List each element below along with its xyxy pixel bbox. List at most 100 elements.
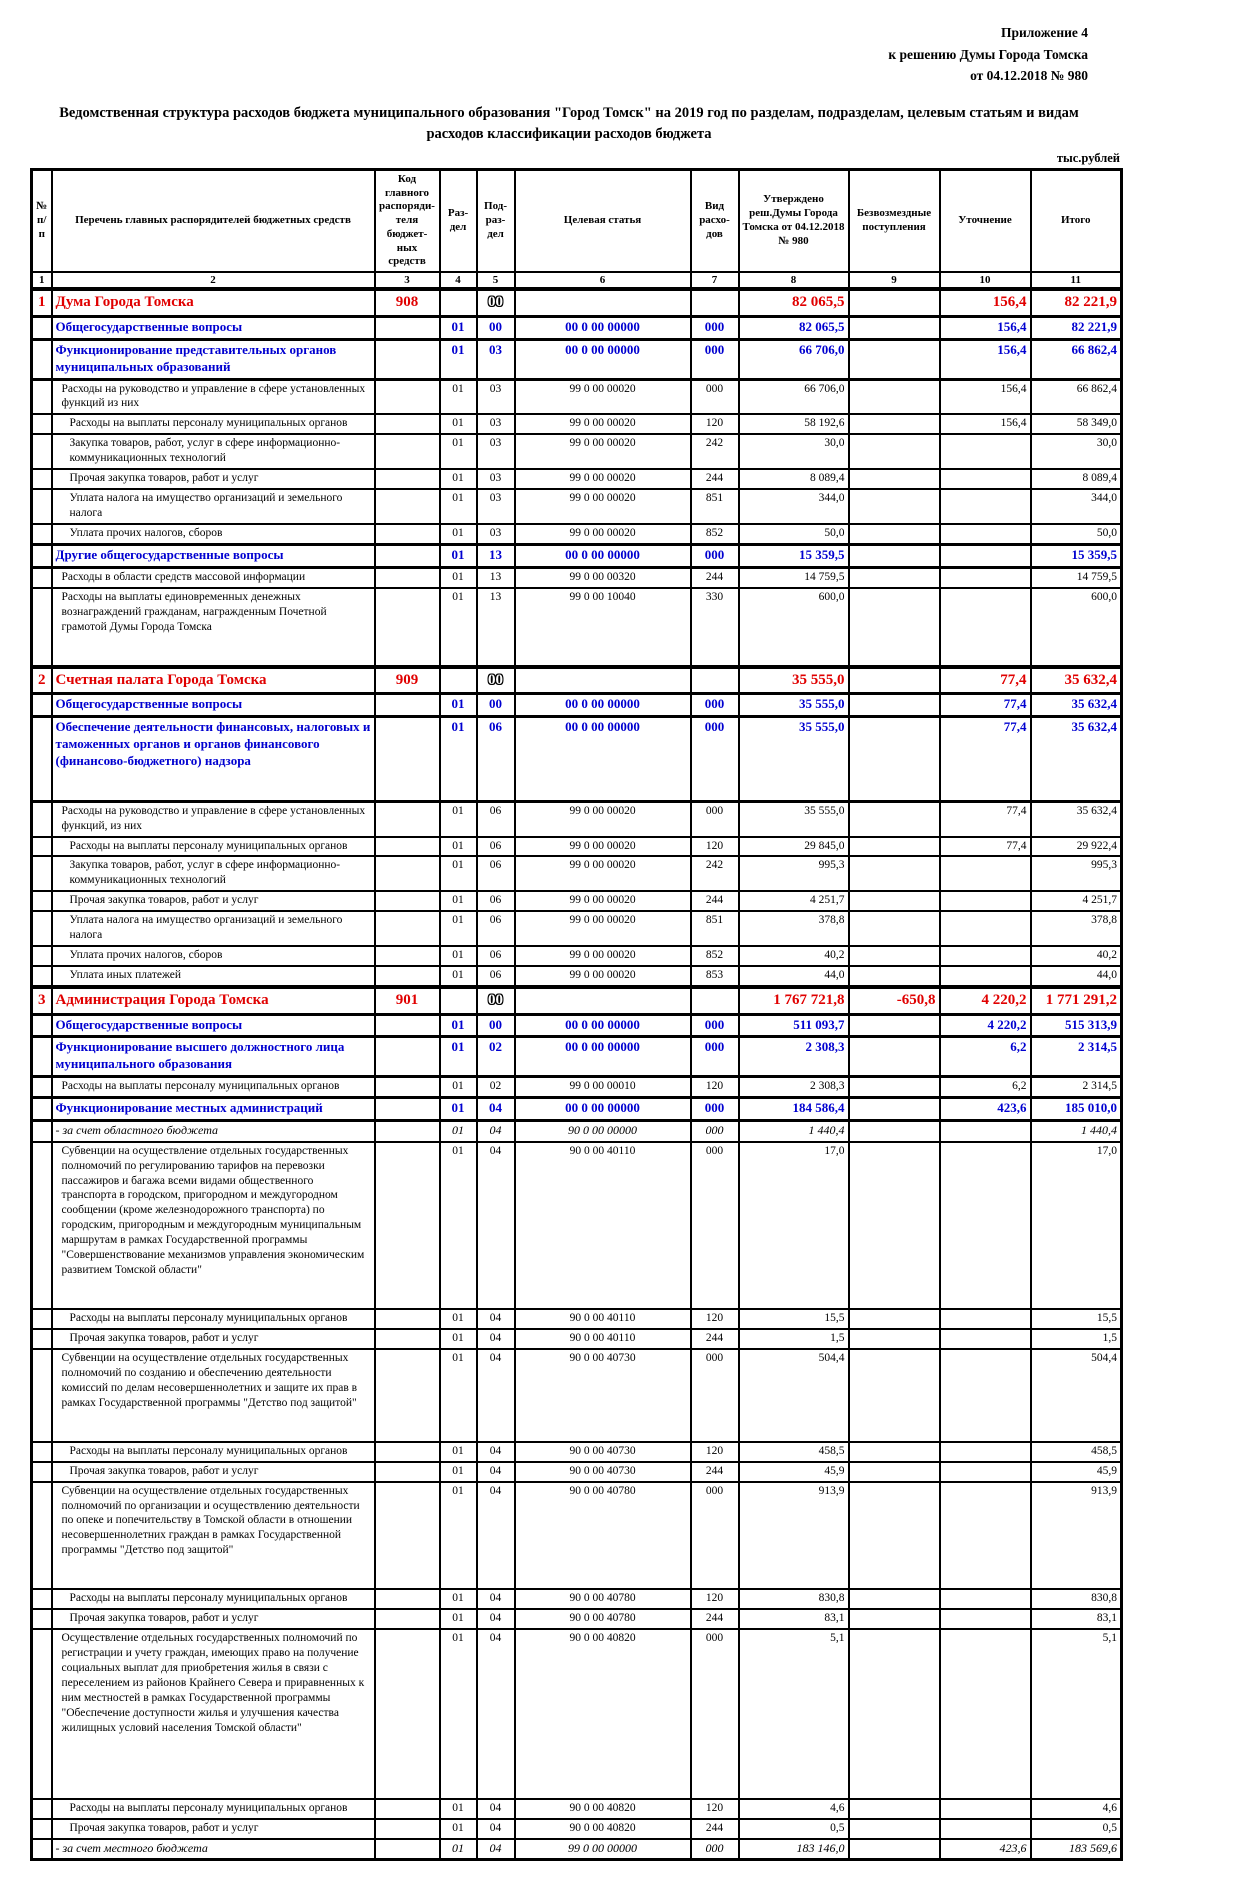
cell-target-article: 90 0 00 40730 [513, 1347, 692, 1443]
cell-target-article: 90 0 00 00000 [513, 1119, 692, 1143]
cell-clarification-amount [938, 542, 1032, 569]
cell-razdel: 01 [438, 965, 478, 989]
cell-expense-type: 120 [689, 1308, 740, 1331]
cell-row-name: Общегосударственные вопросы [50, 1012, 376, 1039]
cell-row-number [30, 1096, 53, 1123]
cell-target-article: 00 0 00 00000 [513, 1012, 692, 1039]
cell-row-number [30, 910, 53, 948]
cell-podrazdel: 04 [475, 1308, 516, 1331]
table-row: Уплата прочих налогов, сборов 01 06 99 0 00… [30, 945, 1123, 968]
cell-clarification-amount: 77,4 [938, 800, 1032, 838]
cell-podrazdel: 04 [475, 1347, 516, 1443]
cell-approved-amount: 17,0 [737, 1140, 850, 1311]
cell-approved-amount: 184 586,4 [737, 1096, 850, 1123]
cell-row-number [30, 566, 53, 589]
cell-row-name: Прочая закупка товаров, работ и услуг [50, 1460, 376, 1483]
cell-row-name: Расходы на выплаты персоналу муниципальн… [50, 1440, 376, 1463]
cell-total-amount: 515 313,9 [1029, 1012, 1123, 1039]
cell-expense-type: 851 [689, 488, 740, 526]
cell-grbs-code [373, 1328, 441, 1350]
appendix-line-3: от 04.12.2018 № 980 [970, 68, 1088, 84]
cell-razdel: 01 [438, 692, 478, 718]
cell-target-article: 00 0 00 00000 [513, 314, 692, 341]
cell-gratuitous-receipts [847, 715, 941, 803]
cell-grbs-code [373, 835, 441, 858]
cell-total-amount: 1,5 [1029, 1328, 1123, 1350]
cell-approved-amount: 378,8 [737, 910, 850, 948]
cell-clarification-amount [938, 488, 1032, 526]
column-header-10: Уточнение [938, 168, 1032, 274]
cell-row-name: Закупка товаров, работ, услуг в сфере ин… [50, 855, 376, 893]
cell-gratuitous-receipts [847, 890, 941, 913]
cell-podrazdel: 06 [475, 800, 516, 838]
cell-total-amount: 82 221,9 [1029, 287, 1123, 318]
cell-grbs-code [373, 1035, 441, 1079]
cell-target-article: 90 0 00 40730 [513, 1440, 692, 1463]
cell-gratuitous-receipts [847, 692, 941, 718]
cell-approved-amount: 30,0 [737, 433, 850, 471]
cell-podrazdel: 03 [475, 413, 516, 436]
cell-razdel: 01 [438, 890, 478, 913]
cell-gratuitous-receipts [847, 413, 941, 436]
cell-row-name: Другие общегосударственные вопросы [50, 542, 376, 569]
cell-gratuitous-receipts [847, 1797, 941, 1820]
cell-clarification-amount: 4 220,2 [938, 985, 1032, 1016]
cell-row-name: Расходы на руководство и управление в сф… [50, 378, 376, 416]
cell-row-number [30, 1308, 53, 1331]
column-number-9: 9 [847, 271, 941, 291]
cell-grbs-code [373, 1817, 441, 1840]
cell-approved-amount: 1 440,4 [737, 1119, 850, 1143]
table-row: Прочая закупка товаров, работ и услуг 01 0… [30, 890, 1123, 913]
cell-gratuitous-receipts [847, 800, 941, 838]
cell-row-number [30, 1140, 53, 1311]
table-row: Уплата налога на имущество организаций и… [30, 488, 1123, 526]
cell-row-number [30, 1480, 53, 1591]
cell-clarification-amount [938, 1119, 1032, 1143]
cell-expense-type: 120 [689, 835, 740, 858]
cell-razdel: 01 [438, 1075, 478, 1099]
cell-podrazdel: 04 [475, 1328, 516, 1350]
cell-target-article [513, 985, 692, 1016]
cell-podrazdel: 00 [475, 1012, 516, 1039]
cell-grbs-code [373, 1797, 441, 1820]
cell-razdel: 01 [438, 715, 478, 803]
cell-target-article: 99 0 00 00020 [513, 965, 692, 989]
column-header-5: Под-раз-дел [475, 168, 516, 274]
cell-approved-amount: 50,0 [737, 523, 850, 546]
cell-row-number [30, 855, 53, 893]
cell-grbs-code [373, 692, 441, 718]
table-row: Расходы в области средств массовой инфор… [30, 566, 1123, 589]
cell-razdel: 01 [438, 1588, 478, 1611]
cell-approved-amount: 183 146,0 [737, 1837, 850, 1861]
cell-row-number [30, 433, 53, 471]
cell-clarification-amount [938, 586, 1032, 668]
table-row: Уплата прочих налогов, сборов 01 03 99 0 00… [30, 523, 1123, 546]
cell-podrazdel: 04 [475, 1588, 516, 1611]
cell-approved-amount: 83,1 [737, 1608, 850, 1631]
cell-approved-amount: 504,4 [737, 1347, 850, 1443]
cell-target-article: 99 0 00 00020 [513, 488, 692, 526]
cell-gratuitous-receipts [847, 1440, 941, 1463]
cell-target-article: 90 0 00 40820 [513, 1797, 692, 1820]
cell-target-article: 99 0 00 00020 [513, 890, 692, 913]
table-row: Расходы на руководство и управление в сф… [30, 378, 1123, 416]
cell-target-article: 99 0 00 00020 [513, 855, 692, 893]
table-row: Закупка товаров, работ, услуг в сфере ин… [30, 433, 1123, 471]
cell-target-article: 99 0 00 00020 [513, 945, 692, 968]
cell-row-name: Субвенции на осуществление отдельных гос… [50, 1347, 376, 1443]
cell-gratuitous-receipts [847, 523, 941, 546]
cell-total-amount: 83,1 [1029, 1608, 1123, 1631]
cell-expense-type [689, 664, 740, 696]
cell-gratuitous-receipts [847, 1588, 941, 1611]
cell-approved-amount: 0,5 [737, 1817, 850, 1840]
cell-row-number [30, 1075, 53, 1099]
cell-approved-amount: 29 845,0 [737, 835, 850, 858]
cell-row-number [30, 1608, 53, 1631]
cell-clarification-amount [938, 523, 1032, 546]
cell-total-amount: 40,2 [1029, 945, 1123, 968]
cell-podrazdel: 03 [475, 337, 516, 381]
cell-clarification-amount [938, 1460, 1032, 1483]
cell-gratuitous-receipts [847, 1012, 941, 1039]
table-row: Общегосударственные вопросы 01 00 00 0 00 0… [30, 692, 1123, 718]
